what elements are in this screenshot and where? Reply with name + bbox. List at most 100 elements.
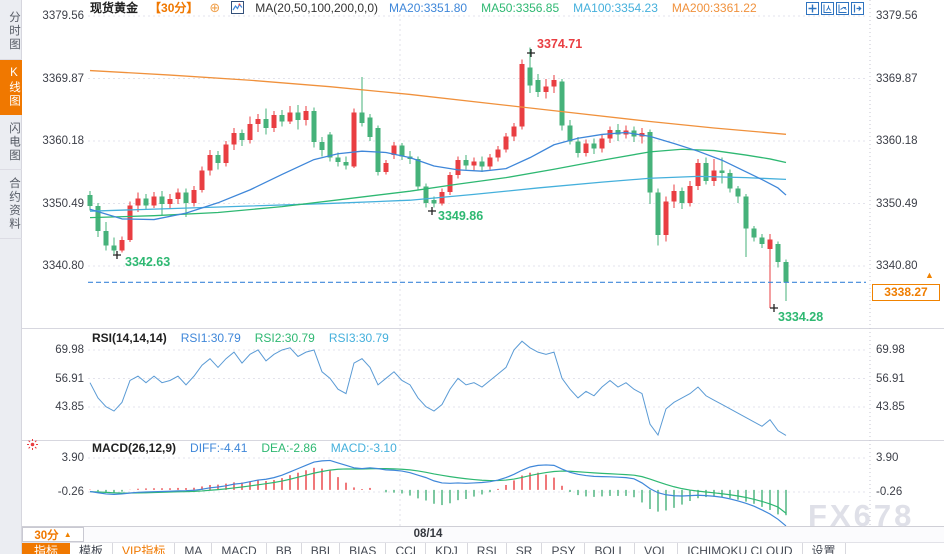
toolbar-item-VIP指标[interactable]: VIP指标 bbox=[113, 543, 176, 554]
price-axis-label: 3369.87 bbox=[876, 72, 918, 85]
add-compare-icon[interactable]: ⊕ bbox=[209, 0, 221, 15]
rsi-title: RSI(14,14,14) bbox=[92, 331, 167, 345]
price-annotation: 3374.71 bbox=[537, 37, 582, 51]
toolbar-item-设置[interactable]: 设置 bbox=[803, 543, 846, 554]
pane-divider bbox=[22, 328, 944, 329]
toolbar-item-BB[interactable]: BB bbox=[267, 543, 302, 554]
ma20-line bbox=[89, 131, 787, 221]
current-price-tag: 3338.27 bbox=[872, 284, 940, 301]
toolbar-item-VOL[interactable]: VOL bbox=[635, 543, 679, 554]
rsi-axis-label: 69.98 bbox=[876, 344, 905, 356]
time-axis: 30分 ▲ 08/14 bbox=[22, 526, 944, 542]
price-up-arrow-icon: ▲ bbox=[925, 270, 934, 280]
price-axis-label: 3379.56 bbox=[876, 10, 918, 22]
hot-indicator-icon[interactable] bbox=[26, 438, 39, 454]
price-axis-label: 3379.56 bbox=[42, 10, 84, 22]
symbol-title: 现货黄金 bbox=[90, 1, 139, 15]
ma2-value: MA100:3354.23 bbox=[573, 0, 658, 15]
price-annotation: 3334.28 bbox=[778, 310, 823, 324]
macd-dea-line bbox=[89, 468, 787, 514]
macd-pane bbox=[89, 459, 787, 526]
crosshair-icon[interactable] bbox=[806, 2, 819, 15]
ma3-value: MA200:3361.22 bbox=[671, 0, 757, 15]
price-axis-label: 3350.49 bbox=[42, 197, 84, 210]
annotations: 3374.71 3342.63 3349.86 3334.28 bbox=[113, 37, 823, 324]
rsi3-value: RSI3:30.79 bbox=[328, 331, 389, 345]
ma0-value: MA20:3351.80 bbox=[389, 0, 468, 15]
fit-horizontal-icon[interactable] bbox=[836, 2, 849, 15]
macd-axis-label: 3.90 bbox=[876, 452, 899, 464]
toolbar-item-MA[interactable]: MA bbox=[175, 543, 213, 554]
ma-values: MA20:3351.80 MA50:3356.85 MA100:3354.23 MA2… bbox=[389, 1, 757, 15]
period-label: 【30分】 bbox=[149, 1, 199, 15]
rsi-axis-label: 56.91 bbox=[55, 372, 84, 385]
toolbar-item-BBI[interactable]: BBI bbox=[302, 543, 341, 554]
chart-type-sidebar: 分时图 K线图 闪电图 合约资料 bbox=[0, 0, 22, 554]
rsi-header: RSI(14,14,14) RSI1:30.79 RSI2:30.79 RSI3:3… bbox=[92, 331, 389, 345]
macd-value-1: DEA:-2.86 bbox=[261, 441, 317, 455]
indicator-chart-icon[interactable] bbox=[231, 1, 245, 14]
rsi-axis-label: 56.91 bbox=[876, 372, 905, 385]
extreme-marker-icon bbox=[770, 304, 778, 312]
chart-toolbar bbox=[806, 2, 864, 15]
price-axis-label: 3350.49 bbox=[876, 197, 918, 210]
toolbar-item-KDJ[interactable]: KDJ bbox=[426, 543, 468, 554]
ma100-line bbox=[89, 175, 787, 212]
toolbar-item-CCI[interactable]: CCI bbox=[386, 543, 427, 554]
macd-axis-label: -0.26 bbox=[57, 486, 84, 498]
macd-diff-line bbox=[89, 459, 787, 526]
rsi-axis-label: 43.85 bbox=[876, 401, 905, 413]
price-annotation: 3349.86 bbox=[438, 209, 483, 223]
toolbar-item-模板[interactable]: 模板 bbox=[70, 543, 114, 554]
toolbar-item-BIAS[interactable]: BIAS bbox=[340, 543, 387, 554]
period-selector-button[interactable]: 30分 ▲ bbox=[22, 527, 84, 542]
toolbar-item-MACD[interactable]: MACD bbox=[212, 543, 267, 554]
extreme-marker-icon bbox=[428, 207, 436, 215]
price-axis-label: 3369.87 bbox=[42, 72, 84, 85]
indicator-toolbar: 指标 模板 VIP指标 MA MACD BB BBI BIAS CCI KDJ RSI SR PSY BO… bbox=[22, 542, 944, 554]
sidebar-tab-K线图[interactable]: K线图 bbox=[0, 59, 22, 115]
toolbar-item-SR[interactable]: SR bbox=[507, 543, 543, 554]
extreme-marker-icon bbox=[527, 49, 535, 57]
rsi-axis-label: 69.98 bbox=[55, 344, 84, 356]
price-axis-label: 3360.18 bbox=[42, 135, 84, 147]
price-axis-label: 3360.18 bbox=[876, 135, 918, 147]
fit-vertical-icon[interactable] bbox=[821, 2, 834, 15]
macd-value-0: DIFF:-4.41 bbox=[190, 441, 248, 455]
macd-values: DIFF:-4.41 DEA:-2.86 MACD:-3.10 bbox=[190, 441, 397, 455]
ma50-line bbox=[89, 148, 787, 219]
toolbar-item-指标[interactable]: 指标 bbox=[22, 543, 71, 554]
rsi-axis-label: 43.85 bbox=[55, 401, 84, 413]
period-button-label: 30分 bbox=[34, 529, 59, 542]
period-arrow-icon: ▲ bbox=[63, 529, 72, 539]
price-axis-label: 3340.80 bbox=[876, 260, 918, 272]
rsi-line bbox=[89, 340, 787, 437]
chart-header: 现货黄金 【30分】 ⊕ MA(20,50,100,200,0,0) MA20:… bbox=[90, 0, 757, 16]
sidebar-tab-闪电图[interactable]: 闪电图 bbox=[0, 115, 22, 170]
pan-right-icon[interactable] bbox=[851, 2, 864, 15]
toolbar-item-PSY[interactable]: PSY bbox=[542, 543, 586, 554]
sidebar-tab-合约资料[interactable]: 合约资料 bbox=[0, 170, 22, 239]
toolbar-item-BOLL[interactable]: BOLL bbox=[585, 543, 636, 554]
date-label: 08/14 bbox=[413, 528, 443, 540]
chart-canvas[interactable]: 3374.71 3342.63 3349.86 3334.28 bbox=[0, 0, 944, 526]
macd-header: MACD(26,12,9) DIFF:-4.41 DEA:-2.86 MACD:-3… bbox=[92, 441, 397, 455]
gridlines bbox=[88, 0, 871, 526]
sidebar-tab-分时图[interactable]: 分时图 bbox=[0, 4, 22, 60]
candles-layer bbox=[87, 47, 789, 309]
macd-axis-label: 3.90 bbox=[61, 452, 84, 464]
rsi1-value: RSI1:30.79 bbox=[180, 331, 241, 345]
price-axis-label: 3340.80 bbox=[42, 260, 84, 272]
pane-divider bbox=[22, 440, 944, 441]
toolbar-item-ICHIMOKU CLOUD[interactable]: ICHIMOKU CLOUD bbox=[678, 543, 803, 554]
macd-title: MACD(26,12,9) bbox=[92, 441, 177, 455]
macd-value-2: MACD:-3.10 bbox=[330, 441, 397, 455]
ma200-line bbox=[89, 69, 787, 135]
ma1-value: MA50:3356.85 bbox=[481, 0, 560, 15]
extreme-marker-icon bbox=[113, 251, 121, 259]
macd-axis-label: -0.26 bbox=[876, 486, 903, 498]
ma-settings-label: MA(20,50,100,200,0,0) bbox=[255, 0, 379, 15]
toolbar-item-RSI[interactable]: RSI bbox=[468, 543, 507, 554]
rsi2-value: RSI2:30.79 bbox=[254, 331, 315, 345]
